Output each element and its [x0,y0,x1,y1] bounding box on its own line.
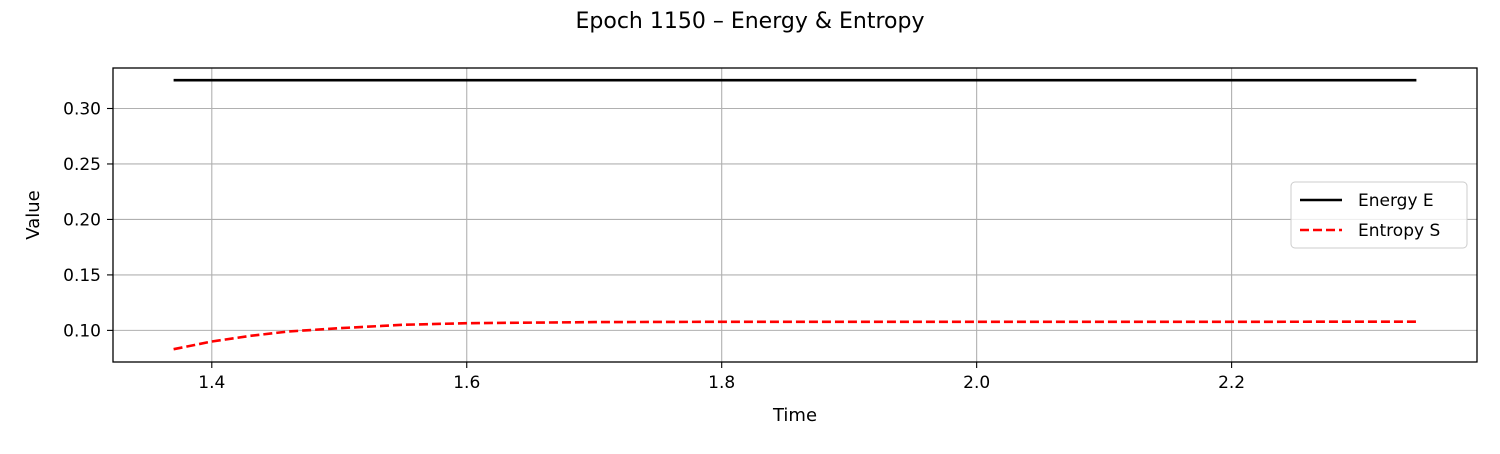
plot-series [173,78,1417,351]
legend-entry-energy: Energy E [1300,191,1434,211]
chart-title: Epoch 1150 – Energy & Entropy [576,9,925,34]
x-tick-label: 1.4 [198,373,225,393]
legend: Energy E Entropy S [1290,181,1468,249]
y-tick-label: 0.25 [63,155,101,175]
y-tick-label: 0.15 [63,266,101,286]
legend-entry-entropy: Entropy S [1300,221,1440,241]
y-axis-ticks: 0.10 0.15 0.20 0.25 0.30 [63,99,113,341]
y-axis-label: Value [23,190,44,239]
legend-label-energy: Energy E [1358,191,1434,211]
x-tick-label: 2.0 [963,373,990,393]
legend-box [1290,181,1468,249]
x-tick-label: 2.2 [1218,373,1245,393]
x-axis-label: Time [772,405,817,426]
series-line-entropy [173,320,1417,351]
grid-lines [113,68,1477,362]
y-tick-label: 0.20 [63,210,101,230]
y-tick-label: 0.10 [63,321,101,341]
x-tick-label: 1.8 [708,373,735,393]
legend-label-entropy: Entropy S [1358,221,1440,241]
y-tick-label: 0.30 [63,99,101,119]
plot-frame [112,67,1478,363]
x-axis-ticks: 1.4 1.6 1.8 2.0 2.2 [198,362,1245,393]
x-tick-label: 1.6 [453,373,480,393]
